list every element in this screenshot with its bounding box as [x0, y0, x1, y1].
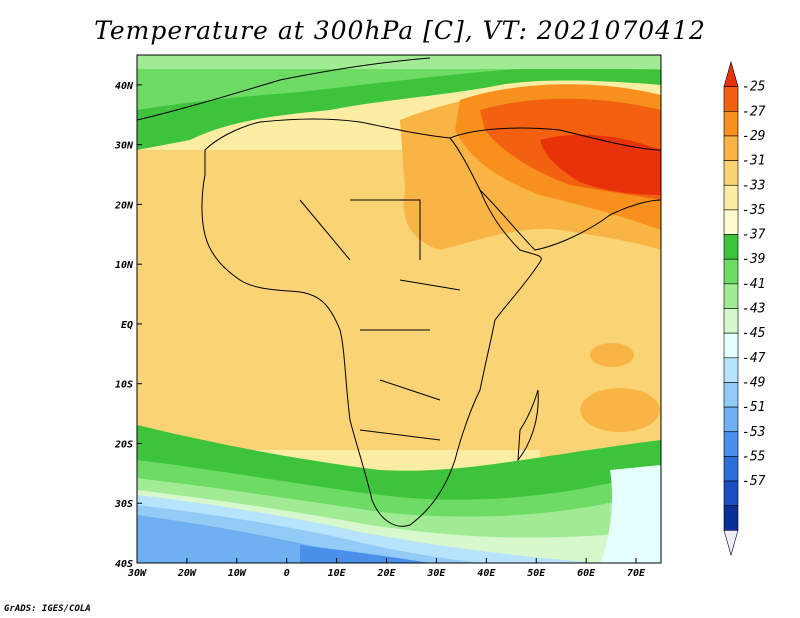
lon-tick-label: 10E — [328, 568, 347, 579]
colorbar-segment — [723, 332, 739, 359]
credit-label: GrADS: IGES/COLA — [4, 604, 91, 614]
lat-tick-label: 10S — [115, 380, 133, 391]
colorbar-label: -47 — [742, 351, 766, 366]
map-frame — [136, 54, 662, 564]
lon-tick-label: 30W — [127, 568, 147, 579]
colorbar-label: -29 — [742, 129, 765, 144]
lon-tick-label: 70E — [627, 568, 646, 579]
colorbar-label: -39 — [742, 252, 765, 267]
colorbar-label: -41 — [742, 277, 765, 292]
colorbar-segment — [723, 86, 739, 112]
lon-tick-label: 20E — [376, 568, 396, 579]
colorbar-segment — [723, 505, 739, 531]
colorbar-top-triangle — [723, 60, 739, 87]
lat-tick-label: 10N — [115, 260, 134, 271]
lat-tick-label: 20S — [114, 439, 133, 450]
colorbar-segment — [723, 209, 739, 235]
colorbar-segment — [723, 160, 739, 186]
colorbar-segment — [723, 357, 739, 383]
colorbar-label: -43 — [742, 302, 765, 317]
lon-tick-label: 20W — [177, 568, 197, 579]
colorbar-bottom-triangle — [723, 530, 739, 557]
colorbar-label: -53 — [742, 425, 765, 440]
colorbar-label: -55 — [742, 449, 766, 464]
lon-tick-label: 10W — [228, 568, 247, 579]
colorbar-segment — [723, 456, 739, 482]
colorbar-segment — [723, 111, 739, 137]
lat-tick-label: 40S — [115, 559, 133, 570]
colorbar-segment — [723, 406, 739, 433]
lat-tick-label: 30N — [114, 141, 134, 152]
coastlines — [137, 57, 661, 527]
colorbar-segment — [723, 135, 739, 161]
longitude-ticks: 30W 20W 10W 0 10E 20E 30E 40E 50E 60E 70E — [127, 558, 646, 579]
colorbar-segment — [723, 308, 739, 334]
colorbar-label: -49 — [742, 375, 765, 390]
colorbar-segment — [723, 234, 739, 260]
colorbar-label: -45 — [742, 326, 766, 341]
latitude-ticks: 40N 30N 20N 10N EQ 10S 20S 30S 40S — [114, 81, 142, 570]
lat-tick-label: EQ — [121, 320, 133, 331]
lon-tick-label: 0 — [284, 568, 290, 579]
colorbar-label: -27 — [742, 104, 766, 119]
colorbar-label: -37 — [742, 228, 766, 243]
colorbar-segment — [723, 480, 739, 506]
colorbar-label: -57 — [742, 474, 766, 489]
lon-tick-label: 50E — [527, 568, 546, 579]
colorbar-segment — [723, 258, 739, 285]
colorbar-label: -25 — [742, 80, 766, 95]
colorbar: -25 -27 -29 -31 -33 -35 -37 -39 -41 -43 -45 -47 -49 -… — [723, 60, 766, 557]
colorbar-segment — [723, 184, 739, 211]
colorbar-segment — [723, 431, 739, 457]
lon-tick-label: 60E — [577, 568, 596, 579]
temperature-field — [137, 55, 661, 563]
colorbar-label: -51 — [742, 400, 765, 415]
colorbar-label: -33 — [742, 178, 765, 193]
map-title: Temperature at 300hPa [C], VT: 202107041… — [94, 16, 706, 45]
colorbar-label: -31 — [742, 154, 765, 169]
lat-tick-label: 40N — [115, 81, 134, 92]
colorbar-segment — [723, 382, 739, 408]
lon-tick-label: 40E — [477, 568, 496, 579]
lon-tick-label: 30E — [426, 568, 446, 579]
lat-tick-label: 30S — [114, 499, 133, 510]
lat-tick-label: 20N — [114, 200, 134, 211]
colorbar-segment — [723, 283, 739, 309]
colorbar-label: -35 — [742, 203, 766, 218]
